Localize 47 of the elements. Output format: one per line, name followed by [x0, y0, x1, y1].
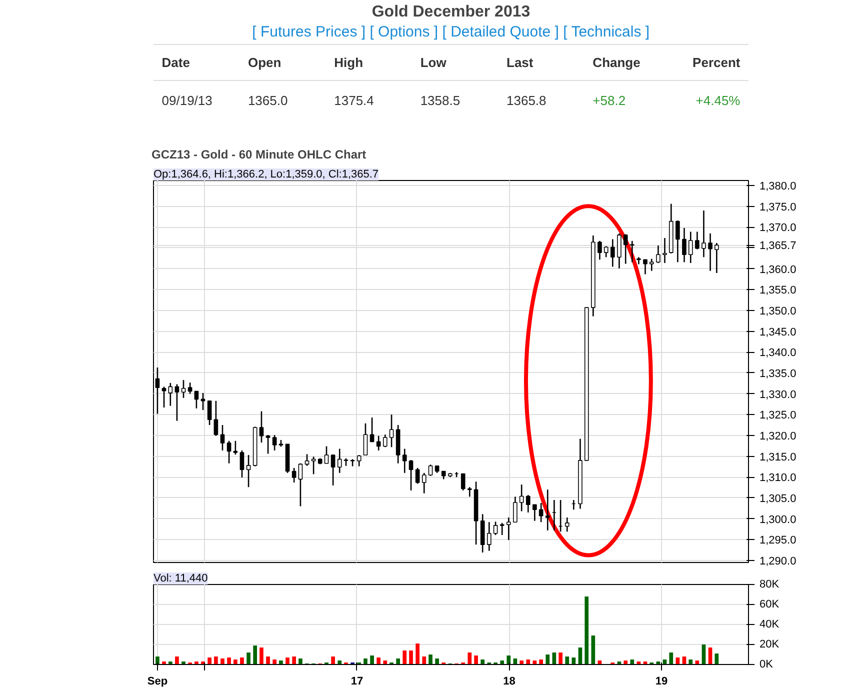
text: 1375.4	[334, 93, 374, 108]
category-label: Open	[248, 55, 282, 70]
text: +58.2	[592, 93, 626, 108]
y-tick-label: 1,360.0	[760, 264, 796, 276]
y-tick-label: 1,300.0	[760, 514, 796, 526]
y-tick-label: 0K	[760, 658, 774, 670]
text: Op:1,364.6, Hi:1,366.2, Lo:1,359.0, Cl:1,365.7	[154, 168, 379, 180]
chart-title: GCZ13 - Gold - 60 Minute OHLC Chart	[152, 148, 366, 162]
x-tick-label: 18	[503, 676, 516, 688]
category-label: Percent	[692, 55, 741, 70]
y-tick-label: 1,325.0	[760, 410, 796, 422]
category-label: Date	[162, 55, 190, 70]
annotation: Vol: 11,440	[154, 572, 208, 584]
text: 09/19/13	[162, 93, 212, 108]
y-tick-label: 1,345.0	[760, 326, 796, 338]
y-tick-label: 1,295.0	[760, 534, 796, 547]
y-tick-label: 1,305.0	[760, 492, 796, 505]
y-tick-label: 1,375.0	[760, 201, 796, 214]
y-tick-label: 1,350.0	[760, 305, 796, 318]
y-tick-label: 1,370.0	[760, 222, 796, 234]
text: 1365.0	[248, 93, 288, 108]
y-tick-label: 1,315.0	[760, 451, 796, 464]
y-tick-label: 1,355.0	[760, 284, 796, 297]
text: [ Futures Prices ] [ Options ] [ Detailed Quote ] [ Technicals ]	[252, 24, 650, 40]
y-tick-label: 1,330.0	[760, 388, 796, 401]
category-label: Change	[592, 55, 640, 70]
y-tick-label: 1,335.0	[760, 368, 796, 380]
y-tick-label: 1,340.0	[760, 347, 796, 360]
y-tick-label: 1,380.0	[760, 180, 796, 192]
y-tick-label: 1,290.0	[760, 555, 796, 568]
y-tick-label: 80K	[760, 578, 780, 590]
y-tick-label: 60K	[760, 598, 780, 610]
category-label: Low	[420, 55, 448, 70]
category-label: Last	[506, 55, 534, 70]
text: 1358.5	[420, 93, 460, 108]
x-tick-label: 19	[655, 676, 668, 688]
x-tick-label: 17	[350, 676, 364, 688]
text: 1365.8	[506, 93, 546, 108]
text: +4.45%	[696, 93, 740, 108]
text: Gold December 2013	[372, 4, 530, 20]
x-tick-label: Sep	[147, 676, 168, 688]
y-tick-label: 1,365.7	[760, 240, 796, 252]
y-tick-label: 1,310.0	[760, 472, 796, 484]
y-tick-label: 1,320.0	[760, 430, 796, 442]
y-tick-label: 20K	[760, 638, 780, 650]
y-tick-label: 40K	[760, 618, 780, 630]
category-label: High	[334, 55, 364, 70]
